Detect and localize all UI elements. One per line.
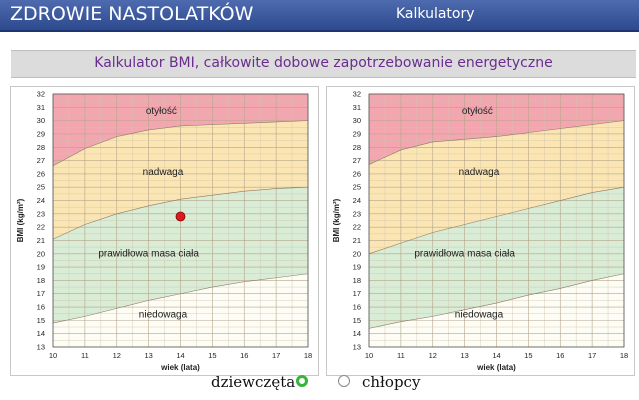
y-tick-label: 28 xyxy=(37,143,45,152)
x-tick-label: 13 xyxy=(144,351,152,360)
y-tick-label: 22 xyxy=(37,223,45,232)
y-tick-label: 29 xyxy=(37,129,45,138)
bmi-chart-boys-panel: 13 14 15 16 17 18 19 20 21 22 23 24 25 26 27 28 29 30 31 32… xyxy=(326,86,635,376)
y-tick-label: 16 xyxy=(353,303,361,312)
x-tick-label: 14 xyxy=(492,351,500,360)
zone-label: otyłość xyxy=(146,106,177,117)
y-tick-label: 14 xyxy=(37,329,45,338)
y-tick-label: 32 xyxy=(353,90,361,99)
page-subtitle-bar: Kalkulator BMI, całkowite dobowe zapotrz… xyxy=(11,50,636,78)
x-tick-label: 15 xyxy=(524,351,532,360)
y-tick-label: 29 xyxy=(353,129,361,138)
y-tick-label: 25 xyxy=(353,183,361,192)
boys-option-label[interactable]: chłopcy xyxy=(362,373,421,391)
y-tick-label: 18 xyxy=(37,276,45,285)
x-tick-label: 15 xyxy=(208,351,216,360)
y-tick-label: 17 xyxy=(353,289,361,298)
page-subtitle: Kalkulator BMI, całkowite dobowe zapotrz… xyxy=(94,55,553,71)
x-tick-label: 11 xyxy=(81,351,89,360)
x-tick-label: 12 xyxy=(429,351,437,360)
y-tick-label: 24 xyxy=(37,196,45,205)
x-tick-label: 17 xyxy=(272,351,280,360)
y-tick-label: 19 xyxy=(37,263,45,272)
girls-radio-button[interactable] xyxy=(296,375,308,387)
y-axis-label: BMI (kg/m²) xyxy=(16,198,25,242)
y-tick-label: 27 xyxy=(353,156,361,165)
plot-frame xyxy=(52,93,309,348)
zone-label: niedowaga xyxy=(139,310,188,321)
zone-label: nadwaga xyxy=(459,167,500,178)
y-tick-label: 28 xyxy=(353,143,361,152)
y-tick-label: 13 xyxy=(353,343,361,352)
x-tick-label: 18 xyxy=(304,351,312,360)
y-tick-label: 26 xyxy=(37,169,45,178)
y-axis-label: BMI (kg/m²) xyxy=(332,198,341,242)
y-tick-label: 30 xyxy=(37,116,45,125)
nav-item-calculators[interactable]: Kalkulatory xyxy=(396,6,475,22)
bmi-chart-boys: 13 14 15 16 17 18 19 20 21 22 23 24 25 26 27 28 29 30 31 32… xyxy=(332,90,628,373)
y-tick-label: 15 xyxy=(353,316,361,325)
y-tick-label: 20 xyxy=(353,249,361,258)
boundary-line-obesity-threshold xyxy=(52,120,309,167)
y-tick-label: 24 xyxy=(353,196,361,205)
plot-frame xyxy=(368,93,625,348)
app-title[interactable]: ZDROWIE NASTOLATKÓW xyxy=(10,3,254,25)
y-tick-label: 31 xyxy=(37,103,45,112)
zone-label: niedowaga xyxy=(455,310,504,321)
y-tick-label: 17 xyxy=(37,289,45,298)
x-axis-label: wiek (lata) xyxy=(476,363,516,372)
boys-radio-button[interactable] xyxy=(338,375,350,387)
zone-label: prawidłowa masa ciała xyxy=(98,248,199,259)
bmi-chart-girls: 13 14 15 16 17 18 19 20 21 22 23 24 25 26 27 28 29 30 31 32… xyxy=(16,90,312,373)
x-tick-label: 10 xyxy=(365,351,373,360)
y-tick-label: 21 xyxy=(353,236,361,245)
y-tick-label: 16 xyxy=(37,303,45,312)
y-tick-label: 14 xyxy=(353,329,361,338)
boundary-line-obesity-threshold xyxy=(368,120,625,165)
boundary-line-underweight-threshold xyxy=(52,273,309,324)
x-tick-label: 16 xyxy=(556,351,564,360)
bmi-result-marker xyxy=(175,211,186,222)
boundary-line-underweight-threshold xyxy=(368,273,625,329)
y-tick-label: 32 xyxy=(37,90,45,99)
zone-label: otyłość xyxy=(462,106,493,117)
x-tick-label: 14 xyxy=(176,351,184,360)
y-tick-label: 19 xyxy=(353,263,361,272)
girls-option-label[interactable]: dziewczęta xyxy=(211,373,296,391)
app-header: ZDROWIE NASTOLATKÓW Kalkulatory xyxy=(0,0,639,32)
x-tick-label: 17 xyxy=(588,351,596,360)
y-tick-label: 20 xyxy=(37,249,45,258)
y-tick-label: 27 xyxy=(37,156,45,165)
x-tick-label: 11 xyxy=(397,351,405,360)
x-axis-label: wiek (lata) xyxy=(160,363,200,372)
x-tick-label: 16 xyxy=(240,351,248,360)
y-tick-label: 21 xyxy=(37,236,45,245)
boundary-line-overweight-threshold xyxy=(368,186,625,255)
x-tick-label: 12 xyxy=(113,351,121,360)
y-tick-label: 26 xyxy=(353,169,361,178)
x-tick-label: 10 xyxy=(49,351,57,360)
boundary-line-overweight-threshold xyxy=(52,186,309,240)
zone-label: prawidłowa masa ciała xyxy=(414,248,515,259)
y-tick-label: 31 xyxy=(353,103,361,112)
y-tick-label: 23 xyxy=(353,209,361,218)
x-tick-label: 13 xyxy=(460,351,468,360)
gender-selector: dziewczęta chłopcy xyxy=(0,373,639,397)
bmi-chart-girls-panel: 13 14 15 16 17 18 19 20 21 22 23 24 25 26 27 28 29 30 31 32… xyxy=(10,86,319,376)
zone-label: nadwaga xyxy=(143,167,184,178)
y-tick-label: 13 xyxy=(37,343,45,352)
y-tick-label: 15 xyxy=(37,316,45,325)
x-tick-label: 18 xyxy=(620,351,628,360)
y-tick-label: 22 xyxy=(353,223,361,232)
y-tick-label: 30 xyxy=(353,116,361,125)
y-tick-label: 23 xyxy=(37,209,45,218)
y-tick-label: 18 xyxy=(353,276,361,285)
y-tick-label: 25 xyxy=(37,183,45,192)
